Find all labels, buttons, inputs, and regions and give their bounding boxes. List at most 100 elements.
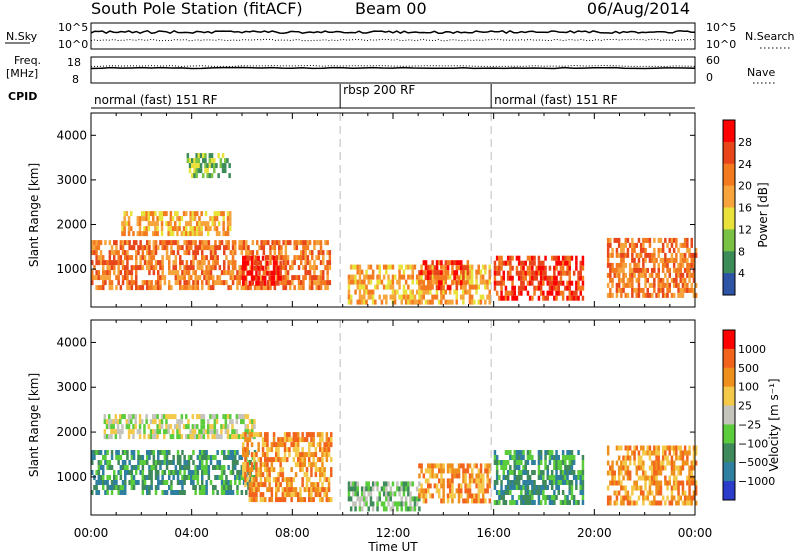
echo-cell (146, 460, 149, 465)
echo-cell (504, 290, 508, 296)
echo-cell (677, 262, 680, 268)
echo-cell (451, 260, 454, 266)
echo-cell (657, 262, 660, 268)
echo-cell (176, 480, 180, 485)
echo-cell (502, 490, 505, 495)
echo-cell (146, 475, 149, 480)
echo-cell (91, 490, 94, 495)
echo-cell (174, 470, 178, 475)
echo-cell (378, 264, 381, 270)
echo-cell (176, 450, 180, 455)
echo-cell (479, 294, 483, 300)
echo-cell (121, 450, 125, 455)
echo-cell (482, 473, 485, 479)
echo-cell (97, 285, 101, 291)
echo-cell (664, 252, 667, 258)
echo-cell (245, 285, 248, 291)
echo-cell (642, 237, 645, 243)
echo-cell (203, 490, 206, 495)
echo-cell (446, 498, 450, 504)
echo-cell (238, 275, 241, 281)
echo-cell (670, 277, 674, 283)
echo-cell (185, 265, 189, 271)
echo-cell (215, 163, 218, 169)
echo-cell (637, 292, 641, 298)
echo-cell (349, 294, 353, 300)
echo-cell (609, 242, 612, 248)
echo-cell (231, 245, 235, 251)
echo-cell (385, 496, 388, 502)
echo-cell (311, 280, 314, 286)
echo-cell (117, 280, 120, 286)
echo-cell (264, 467, 267, 473)
echo-cell (670, 490, 674, 496)
echo-cell (637, 460, 641, 466)
echo-cell (561, 455, 565, 460)
echo-cell (121, 240, 125, 246)
echo-cell (284, 275, 288, 281)
echo-cell (433, 483, 437, 489)
velocity-ylabel: Slant Range [km] (27, 373, 41, 477)
echo-cell (644, 237, 647, 243)
echo-cell (191, 434, 195, 440)
echo-cell (326, 260, 329, 266)
echo-cell (167, 429, 170, 435)
echo-cell (110, 429, 113, 435)
echo-cell (515, 450, 519, 455)
cpid-segment-label: rbsp 200 RF (343, 83, 415, 97)
echo-cell (192, 485, 195, 490)
echo-cell (195, 163, 198, 169)
echo-cell (579, 485, 582, 490)
echo-cell (365, 486, 368, 492)
echo-cell (477, 478, 481, 484)
echo-cell (411, 264, 414, 270)
echo-cell (113, 480, 116, 485)
echo-cell (531, 490, 534, 495)
echo-cell (283, 457, 287, 463)
echo-cell (539, 450, 543, 455)
echo-cell (124, 275, 127, 281)
echo-cell (488, 274, 491, 280)
echo-cell (622, 267, 625, 273)
echo-cell (224, 163, 227, 169)
colorbar-segment (723, 207, 735, 230)
echo-cell (295, 275, 299, 281)
echo-cell (158, 424, 162, 430)
echo-cell (462, 463, 465, 469)
echo-cell (248, 270, 252, 276)
echo-cell (628, 495, 632, 501)
echo-cell (240, 250, 244, 256)
echo-cell (668, 480, 671, 486)
echo-cell (479, 488, 483, 494)
echo-cell (304, 255, 307, 261)
echo-cell (152, 216, 155, 222)
echo-cell (266, 457, 269, 463)
echo-cell (280, 280, 283, 286)
echo-cell (679, 445, 682, 451)
echo-cell (325, 452, 329, 458)
echo-cell (179, 285, 182, 291)
echo-cell (642, 247, 645, 253)
echo-cell (300, 280, 303, 286)
echo-cell (216, 275, 219, 281)
echo-cell (174, 270, 178, 276)
echo-cell (517, 260, 521, 266)
echo-cell (635, 465, 638, 471)
echo-cell (297, 285, 301, 291)
echo-cell (165, 250, 169, 256)
echo-cell (214, 240, 217, 246)
echo-cell (293, 260, 296, 266)
echo-cell (297, 452, 300, 458)
echo-cell (396, 289, 399, 295)
echo-cell (531, 500, 534, 505)
echo-cell (275, 240, 279, 246)
echo-cell (234, 260, 237, 266)
echo-cell (220, 480, 224, 485)
echo-cell (314, 472, 318, 478)
echo-cell (442, 279, 445, 285)
echo-cell (273, 250, 277, 256)
echo-cell (440, 270, 443, 276)
echo-cell (168, 240, 171, 246)
echo-cell (420, 463, 423, 469)
echo-cell (180, 434, 184, 440)
